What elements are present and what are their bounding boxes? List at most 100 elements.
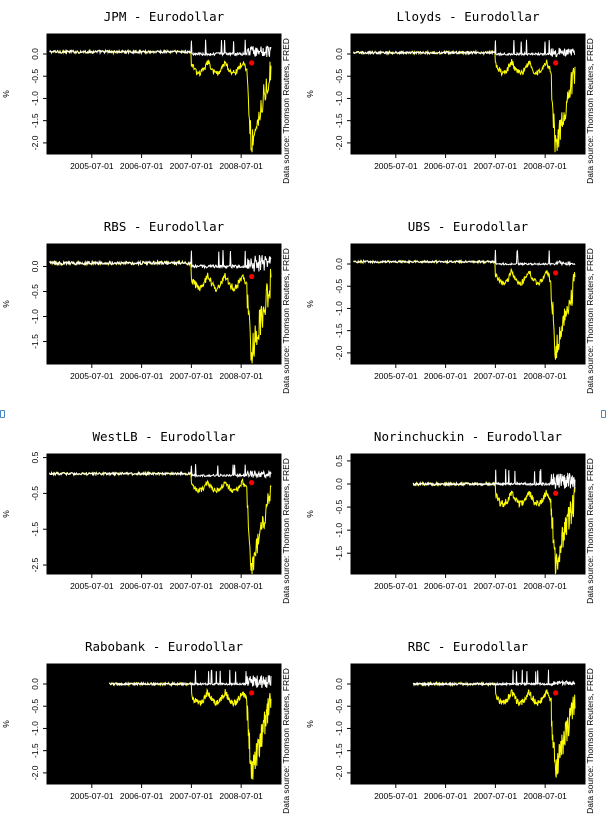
- y-tick-label: 0.0: [334, 258, 344, 270]
- chart-title: JPM - Eurodollar: [104, 9, 225, 24]
- x-tick-label: 2007-07-01: [474, 161, 518, 171]
- x-tick-label: 2008-07-01: [523, 581, 567, 591]
- y-tick-label: 0.0: [334, 678, 344, 690]
- chart-panel: WestLB - Eurodollar 0.5 -0.5 -1.5 -2.5% 2005-…: [0, 420, 304, 630]
- chart-svg: RBS - Eurodollar 0.0 -0.5 -1.0 -1.5% 2005-07-…: [1, 219, 291, 394]
- x-tick-label: 2007-07-01: [170, 791, 214, 801]
- source-note: Data source: Thomson Reuters, FRED: [585, 458, 595, 604]
- x-tick-label: 2006-07-01: [424, 791, 468, 801]
- x-tick-label: 2007-07-01: [170, 161, 214, 171]
- x-tick-label: 2005-07-01: [70, 791, 114, 801]
- chart-panel: RBC - Eurodollar 0.0 -0.5 -1.0 -1.5 -2.0% 2005…: [304, 630, 608, 840]
- chart-panel: JPM - Eurodollar 0.0 -0.5 -1.0 -1.5 -2.0% 2005…: [0, 0, 304, 210]
- x-tick-label: 2008-07-01: [219, 161, 263, 171]
- y-tick-label: -2.0: [334, 765, 344, 780]
- chart-svg: Norinchuckin - Eurodollar 0.5 0.0 -0.5 -1.0 -…: [305, 429, 595, 604]
- y-tick-label: -0.5: [334, 69, 344, 84]
- series-line: [353, 249, 576, 267]
- y-tick-label: -1.5: [334, 113, 344, 128]
- chart-svg: Rabobank - Eurodollar 0.0 -0.5 -1.0 -1.5 -2.0…: [1, 639, 291, 814]
- y-tick-label: -2.0: [30, 135, 40, 150]
- series-line: [353, 39, 576, 58]
- y-tick-label: -1.5: [30, 743, 40, 758]
- chart-panel: UBS - Eurodollar 0.0 -0.5 -1.0 -1.5 -2.0% 2005…: [304, 210, 608, 420]
- y-tick-label: -1.5: [30, 334, 40, 349]
- x-tick-label: 2006-07-01: [120, 791, 164, 801]
- y-tick-label: -1.0: [334, 301, 344, 316]
- y-tick-label: -1.0: [334, 91, 344, 106]
- x-tick-label: 2007-07-01: [474, 791, 518, 801]
- y-axis-label: %: [1, 510, 11, 518]
- y-axis-label: %: [305, 720, 315, 728]
- source-note: Data source: Thomson Reuters, FRED: [585, 248, 595, 394]
- y-tick-label: -1.0: [30, 91, 40, 106]
- y-tick-label: -1.5: [334, 743, 344, 758]
- data-point: [249, 60, 255, 66]
- source-note: Data source: Thomson Reuters, FRED: [585, 668, 595, 814]
- y-tick-label: -2.5: [30, 557, 40, 572]
- y-tick-label: -1.0: [334, 721, 344, 736]
- chart-svg: UBS - Eurodollar 0.0 -0.5 -1.0 -1.5 -2.0% 2005…: [305, 219, 595, 394]
- y-tick-label: -0.5: [334, 499, 344, 514]
- y-tick-label: -2.0: [334, 345, 344, 360]
- series-line: [49, 250, 272, 272]
- chart-panel: RBS - Eurodollar 0.0 -0.5 -1.0 -1.5% 2005-07-…: [0, 210, 304, 420]
- x-tick-label: 2005-07-01: [374, 581, 418, 591]
- x-tick-label: 2008-07-01: [523, 791, 567, 801]
- y-tick-label: -0.5: [334, 699, 344, 714]
- y-tick-label: -1.5: [30, 522, 40, 537]
- y-axis-label: %: [1, 90, 11, 98]
- x-tick-label: 2007-07-01: [474, 371, 518, 381]
- x-tick-label: 2008-07-01: [219, 581, 263, 591]
- x-tick-label: 2008-07-01: [523, 371, 567, 381]
- chart-title: RBS - Eurodollar: [104, 219, 225, 234]
- y-tick-label: -2.0: [334, 135, 344, 150]
- x-tick-label: 2005-07-01: [374, 371, 418, 381]
- x-tick-label: 2006-07-01: [120, 161, 164, 171]
- chart-title: Norinchuckin - Eurodollar: [374, 429, 563, 444]
- y-tick-label: 0.0: [30, 260, 40, 272]
- x-tick-label: 2006-07-01: [120, 581, 164, 591]
- chart-svg: Lloyds - Eurodollar 0.0 -0.5 -1.0 -1.5 -2.0% 2…: [305, 9, 595, 184]
- x-tick-label: 2005-07-01: [70, 161, 114, 171]
- chart-panel: Rabobank - Eurodollar 0.0 -0.5 -1.0 -1.5 -2.0…: [0, 630, 304, 840]
- plot-area: [46, 33, 282, 155]
- x-tick-label: 2005-07-01: [374, 161, 418, 171]
- source-note: Data source: Thomson Reuters, FRED: [585, 38, 595, 184]
- x-tick-label: 2005-07-01: [70, 371, 114, 381]
- y-axis-label: %: [305, 90, 315, 98]
- chart-svg: WestLB - Eurodollar 0.5 -0.5 -1.5 -2.5% 2005-…: [1, 429, 291, 604]
- x-tick-label: 2007-07-01: [170, 371, 214, 381]
- chart-svg: RBC - Eurodollar 0.0 -0.5 -1.0 -1.5 -2.0% 2005…: [305, 639, 595, 814]
- chart-title: WestLB - Eurodollar: [93, 429, 236, 444]
- y-axis-label: %: [1, 300, 11, 308]
- y-axis-label: %: [1, 720, 11, 728]
- y-tick-label: -0.5: [30, 69, 40, 84]
- y-tick-label: -0.5: [30, 284, 40, 299]
- y-tick-label: -1.5: [30, 113, 40, 128]
- plot-area: [350, 453, 586, 575]
- y-tick-label: -2.0: [30, 765, 40, 780]
- y-tick-label: -1.5: [334, 323, 344, 338]
- y-axis-label: %: [305, 510, 315, 518]
- y-tick-label: -1.0: [30, 309, 40, 324]
- y-tick-label: 0.0: [30, 678, 40, 690]
- x-tick-label: 2006-07-01: [424, 161, 468, 171]
- data-point: [249, 480, 255, 486]
- chart-title: UBS - Eurodollar: [408, 219, 529, 234]
- x-tick-label: 2008-07-01: [523, 161, 567, 171]
- x-tick-label: 2007-07-01: [170, 581, 214, 591]
- chart-title: RBC - Eurodollar: [408, 639, 529, 654]
- source-note: Data source: Thomson Reuters, FRED: [281, 458, 291, 604]
- x-tick-label: 2005-07-01: [374, 791, 418, 801]
- plot-area: [350, 663, 586, 785]
- series-line: [412, 669, 576, 687]
- chart-title: Rabobank - Eurodollar: [85, 639, 244, 654]
- y-axis-label: %: [305, 300, 315, 308]
- source-note: Data source: Thomson Reuters, FRED: [281, 38, 291, 184]
- y-tick-label: -0.5: [30, 486, 40, 501]
- series-line: [109, 669, 272, 688]
- y-tick-label: -0.5: [30, 699, 40, 714]
- y-tick-label: -0.5: [334, 279, 344, 294]
